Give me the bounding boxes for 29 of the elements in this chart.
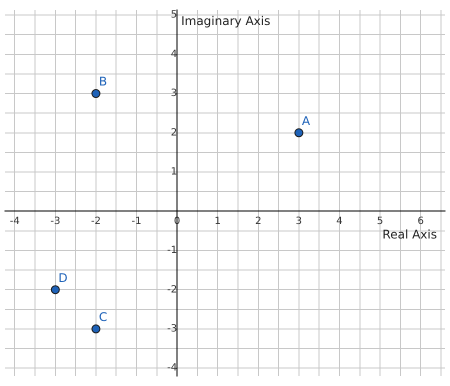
x-tick-label: -1 (132, 216, 142, 227)
annotation: D (58, 270, 68, 285)
y-tick-label: 1 (170, 166, 178, 178)
x-tick-label: 2 (255, 216, 262, 227)
x-axis-title: Real Axis (382, 227, 437, 242)
y-tick-label: -1 (167, 245, 178, 256)
y-tick-label: -3 (167, 324, 178, 335)
y-tick-label: 2 (170, 127, 178, 138)
y-tick-label: -2 (167, 284, 178, 296)
y-axis-title: Imaginary Axis (181, 14, 270, 28)
point (91, 324, 100, 334)
x-tick-label: 4 (336, 216, 343, 227)
x-tick-label: 6 (417, 216, 424, 227)
point (50, 285, 60, 294)
annotation: C (98, 310, 108, 324)
point (294, 128, 304, 138)
y-tick-label: 5 (170, 10, 178, 21)
y-tick-label: 3 (170, 88, 178, 100)
annotation: B (98, 74, 108, 89)
x-tick-label: 1 (214, 216, 221, 227)
annotation: A (302, 114, 311, 128)
x-tick-label: -3 (50, 216, 60, 227)
x-tick-label: -2 (90, 216, 101, 227)
x-tick-label: -4 (10, 216, 20, 227)
y-tick-label: -4 (167, 362, 178, 374)
x-tick-label: 5 (376, 216, 384, 227)
x-tick-label: 3 (296, 216, 302, 227)
point (91, 89, 100, 98)
y-tick-label: 4 (170, 48, 178, 60)
